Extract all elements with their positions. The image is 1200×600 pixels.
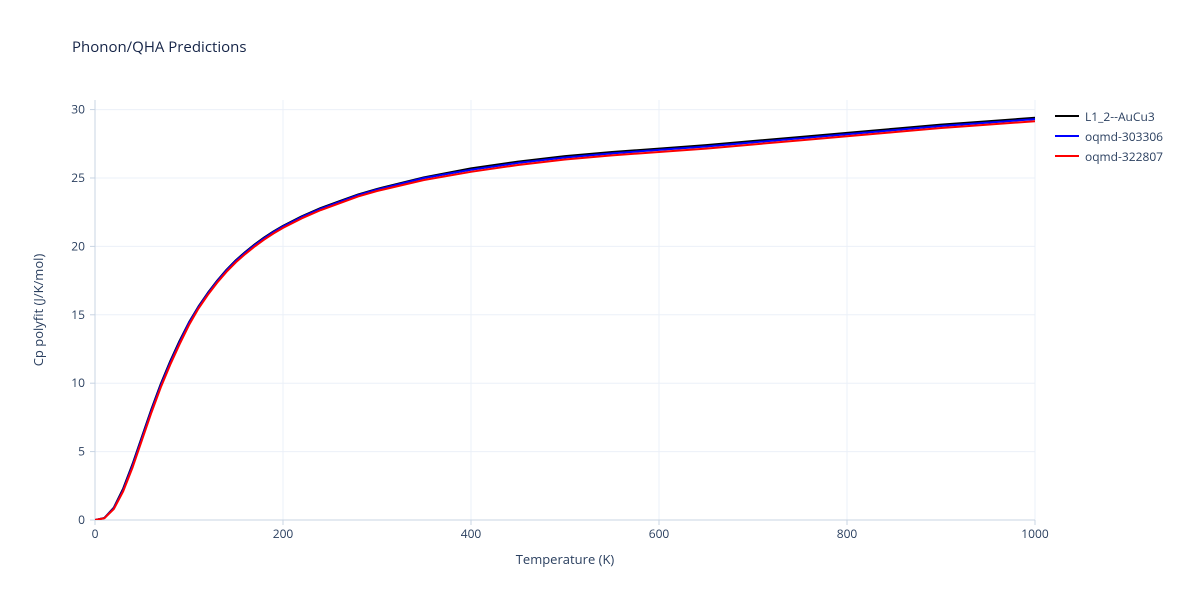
x-axis-title: Temperature (K) xyxy=(516,550,615,568)
legend-swatch-2 xyxy=(1055,155,1079,157)
xtick-label-600: 600 xyxy=(649,525,670,542)
legend-item-1[interactable]: oqmd-303306 xyxy=(1055,127,1163,145)
legend-label-2: oqmd-322807 xyxy=(1085,148,1163,165)
legend-item-0[interactable]: L1_2--AuCu3 xyxy=(1055,107,1163,125)
xtick-label-200: 200 xyxy=(273,525,294,542)
chart-root: Phonon/QHA Predictions 02004006008001000… xyxy=(0,0,1200,600)
legend-swatch-1 xyxy=(1055,135,1079,137)
ytick-label-30: 30 xyxy=(71,101,85,118)
xtick-label-1000: 1000 xyxy=(1021,525,1049,542)
y-axis-title: Cp polyfit (J/K/mol) xyxy=(29,254,47,367)
plot-background xyxy=(95,100,1035,520)
ytick-label-25: 25 xyxy=(71,169,85,186)
legend-label-1: oqmd-303306 xyxy=(1085,128,1163,145)
ytick-label-5: 5 xyxy=(78,443,85,460)
ytick-label-0: 0 xyxy=(78,511,85,528)
plot-svg[interactable]: 0 200 400 600 800 1000 0 5 10 15 20 25 30 Temperature… xyxy=(0,0,1200,600)
legend-label-0: L1_2--AuCu3 xyxy=(1085,108,1155,125)
legend-swatch-0 xyxy=(1055,115,1079,117)
xtick-label-800: 800 xyxy=(837,525,858,542)
ytick-label-15: 15 xyxy=(71,306,85,323)
xtick-label-400: 400 xyxy=(461,525,482,542)
ytick-label-20: 20 xyxy=(71,237,85,254)
legend: L1_2--AuCu3 oqmd-303306 oqmd-322807 xyxy=(1055,107,1163,165)
legend-item-2[interactable]: oqmd-322807 xyxy=(1055,147,1163,165)
ytick-label-10: 10 xyxy=(71,374,85,391)
xtick-label-0: 0 xyxy=(92,525,99,542)
